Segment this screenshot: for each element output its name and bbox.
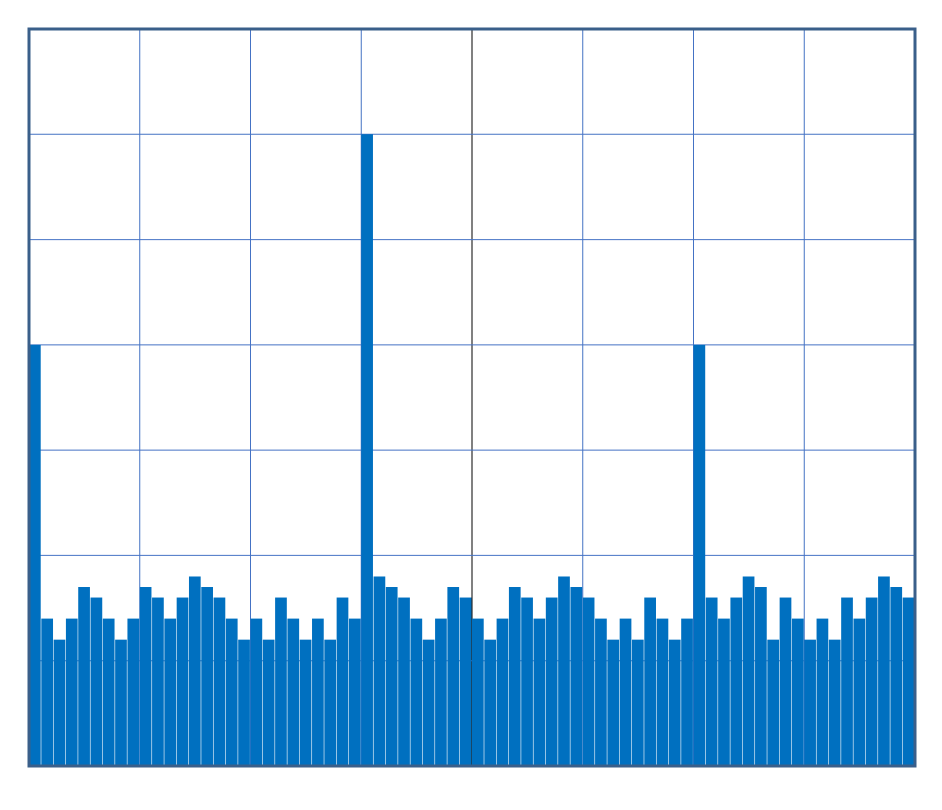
bar bbox=[262, 639, 275, 766]
bar bbox=[324, 639, 337, 766]
bar bbox=[435, 618, 447, 766]
bar bbox=[791, 618, 804, 766]
bar bbox=[841, 597, 853, 766]
bar bbox=[508, 587, 521, 766]
bar bbox=[668, 639, 681, 766]
bar bbox=[730, 597, 743, 766]
bar bbox=[644, 597, 656, 766]
bar bbox=[619, 618, 632, 766]
bar bbox=[767, 639, 780, 766]
bar bbox=[139, 587, 152, 766]
bar bbox=[213, 597, 226, 766]
bar bbox=[853, 618, 866, 766]
bar bbox=[496, 618, 509, 766]
bar bbox=[29, 344, 41, 766]
bar bbox=[533, 618, 546, 766]
bar bbox=[755, 587, 767, 766]
bar bbox=[902, 597, 915, 766]
bar-series bbox=[29, 134, 915, 767]
bar bbox=[348, 618, 361, 766]
bar bbox=[459, 597, 472, 766]
bar bbox=[718, 618, 730, 766]
bar bbox=[472, 618, 484, 766]
bar bbox=[336, 597, 349, 766]
bar bbox=[152, 597, 164, 766]
bar bbox=[779, 597, 792, 766]
bar bbox=[545, 597, 558, 766]
bar bbox=[90, 597, 103, 766]
bar bbox=[558, 576, 570, 766]
bar bbox=[878, 576, 890, 766]
bar bbox=[201, 587, 213, 766]
bar bbox=[65, 618, 78, 766]
bar bbox=[484, 639, 497, 766]
bar bbox=[422, 639, 435, 766]
bar bbox=[102, 618, 115, 766]
bar bbox=[607, 639, 620, 766]
bar bbox=[570, 587, 583, 766]
bar bbox=[78, 587, 90, 766]
bar bbox=[275, 597, 287, 766]
bar bbox=[373, 576, 386, 766]
bar bbox=[410, 618, 423, 766]
bar bbox=[225, 618, 238, 766]
bar bbox=[865, 597, 878, 766]
bar bbox=[398, 597, 410, 766]
bar bbox=[447, 587, 460, 766]
bar bbox=[742, 576, 755, 766]
bar bbox=[693, 344, 706, 766]
bar bbox=[287, 618, 300, 766]
bar bbox=[115, 639, 127, 766]
bar bbox=[312, 618, 324, 766]
bar bbox=[41, 618, 54, 766]
bar bbox=[164, 618, 177, 766]
bar bbox=[188, 576, 201, 766]
bar bbox=[631, 639, 644, 766]
bar bbox=[238, 639, 250, 766]
bar bbox=[361, 134, 373, 767]
plot-frame bbox=[27, 27, 917, 768]
bar bbox=[816, 618, 829, 766]
bar bbox=[656, 618, 669, 766]
bar bbox=[299, 639, 312, 766]
bar bbox=[53, 639, 66, 766]
bar bbox=[828, 639, 841, 766]
bar bbox=[385, 587, 398, 766]
bar bbox=[582, 597, 595, 766]
bar bbox=[521, 597, 533, 766]
bar bbox=[890, 587, 903, 766]
bar bbox=[681, 618, 693, 766]
bar bbox=[804, 639, 816, 766]
bar bbox=[176, 597, 189, 766]
bar bbox=[705, 597, 718, 766]
bar bbox=[127, 618, 140, 766]
bar bbox=[250, 618, 263, 766]
bar bbox=[595, 618, 607, 766]
